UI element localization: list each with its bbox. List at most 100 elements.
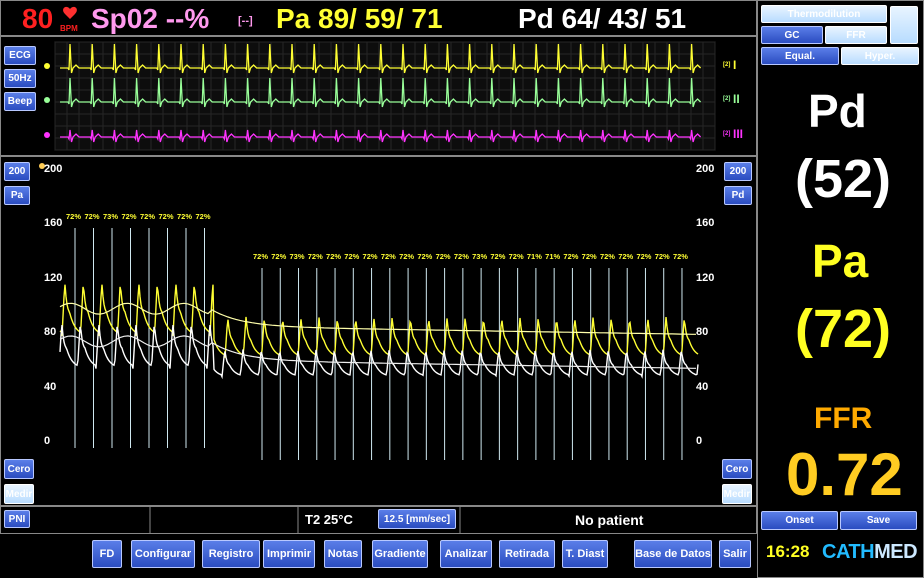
ratio-label: 72% [600, 252, 615, 261]
ratio-label: 72% [490, 252, 505, 261]
toolbar-button[interactable]: Configurar [131, 540, 195, 568]
mode-button[interactable]: Equal. [761, 47, 839, 65]
pa-label: Pa [812, 234, 868, 288]
scale-button[interactable]: 200 [724, 162, 752, 181]
clock: 16:28 [766, 542, 809, 562]
ffr-label: FFR [814, 402, 872, 436]
ratio-label: 72% [399, 252, 414, 261]
mode-button[interactable]: GC [761, 26, 823, 44]
zero-button[interactable]: Medir [722, 484, 752, 504]
axis-label: 40 [696, 381, 708, 393]
lead-name: I [733, 58, 736, 72]
toolbar-button[interactable]: Analizar [440, 540, 492, 568]
ratio-label: 72% [636, 252, 651, 261]
axis-label: 200 [696, 163, 714, 175]
ratio-label: 72% [85, 212, 100, 221]
ratio-label: 71% [545, 252, 560, 261]
ecg-frame [0, 36, 757, 156]
spo2-status: [--] [238, 15, 253, 27]
axis-label: 0 [44, 435, 50, 447]
ratio-label: 72% [177, 212, 192, 221]
mode-button[interactable]: Thermodilution [761, 5, 887, 23]
ratio-label: 72% [582, 252, 597, 261]
pa-readout: Pa 89/ 59/ 71 [276, 3, 443, 35]
ratio-label: 72% [417, 252, 432, 261]
ratio-label: 71% [527, 252, 542, 261]
ratio-label: 73% [472, 252, 487, 261]
axis-label: 160 [44, 217, 62, 229]
ratio-label: 72% [436, 252, 451, 261]
ratio-label: 72% [326, 252, 341, 261]
ecg-button[interactable]: Beep [4, 92, 36, 111]
ratio-label: 72% [363, 252, 378, 261]
axis-label: 0 [696, 435, 702, 447]
pd-label: Pd [808, 84, 867, 138]
ratio-label: 72% [673, 252, 688, 261]
scale-button[interactable]: Pd [724, 186, 752, 205]
ecg-button[interactable]: ECG [4, 46, 36, 65]
scale-button[interactable]: 200 [4, 162, 30, 181]
logo: CATHMED [822, 541, 917, 564]
logo-cath: CATH [822, 541, 874, 563]
heart-rate: 80 [22, 3, 53, 35]
zero-button[interactable]: Medir [4, 484, 34, 504]
patient-status: No patient [575, 512, 643, 528]
ratio-label: 72% [253, 252, 268, 261]
axis-label: 40 [44, 381, 56, 393]
toolbar-button[interactable]: Notas [324, 540, 362, 568]
ratio-label: 72% [122, 212, 137, 221]
ratio-label: 72% [66, 212, 81, 221]
axis-label: 200 [44, 163, 62, 175]
ratio-label: 72% [308, 252, 323, 261]
ratio-label: 72% [454, 252, 469, 261]
ratio-label: 72% [196, 212, 211, 221]
lead-gain: [2] [723, 62, 730, 68]
pni-button[interactable]: PNI [4, 510, 30, 528]
axis-label: 160 [696, 217, 714, 229]
scale-button[interactable]: Pa [4, 186, 30, 205]
toolbar-button[interactable]: T. Diast [562, 540, 608, 568]
zero-button[interactable]: Cero [722, 459, 752, 479]
ratio-label: 72% [271, 252, 286, 261]
axis-label: 120 [44, 272, 62, 284]
axis-label: 80 [696, 326, 708, 338]
ratio-label: 72% [159, 212, 174, 221]
ratio-label: 72% [344, 252, 359, 261]
axis-label: 80 [44, 326, 56, 338]
ratio-label: 72% [655, 252, 670, 261]
pd-readout: Pd 64/ 43/ 51 [518, 3, 686, 35]
lead-gain: [2] [723, 96, 730, 102]
zero-button[interactable]: Cero [4, 459, 34, 479]
toolbar-button[interactable]: Retirada [499, 540, 555, 568]
mode-button[interactable]: Hyper. [841, 47, 919, 65]
ratio-label: 72% [509, 252, 524, 261]
action-button[interactable]: Save [840, 511, 917, 530]
speed-button[interactable]: 12.5 [mm/sec] [378, 509, 456, 529]
spo2: Sp02 --% [91, 3, 209, 35]
ffr-value: 0.72 [786, 440, 903, 509]
lead-name: III [733, 127, 743, 141]
pressure-frame [0, 156, 757, 506]
settings-icon-button[interactable] [890, 6, 918, 44]
ecg-button[interactable]: 50Hz [4, 69, 36, 88]
ratio-label: 72% [618, 252, 633, 261]
ratio-label: 73% [103, 212, 118, 221]
lead-gain: [2] [723, 131, 730, 137]
ratio-label: 72% [140, 212, 155, 221]
ratio-label: 73% [290, 252, 305, 261]
pa-value: (72) [795, 298, 891, 360]
logo-med: MED [874, 541, 917, 563]
toolbar-button[interactable]: Registro [202, 540, 260, 568]
pd-value: (52) [795, 148, 891, 210]
temperature: T2 25°C [305, 512, 353, 527]
mode-button[interactable]: FFR [825, 26, 887, 44]
toolbar-button[interactable]: Salir [719, 540, 751, 568]
toolbar-button[interactable]: FD [92, 540, 122, 568]
ratio-label: 72% [381, 252, 396, 261]
toolbar-button[interactable]: Imprimir [263, 540, 315, 568]
toolbar-button[interactable]: Base de Datos [634, 540, 712, 568]
toolbar-button[interactable]: Gradiente [372, 540, 428, 568]
ratio-label: 72% [563, 252, 578, 261]
action-button[interactable]: Onset [761, 511, 838, 530]
